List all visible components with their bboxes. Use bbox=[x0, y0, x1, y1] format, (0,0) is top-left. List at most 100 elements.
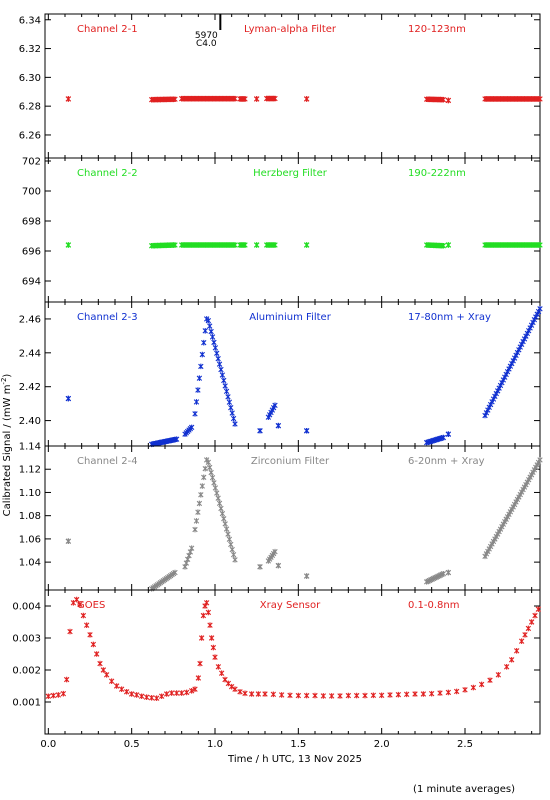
data-point bbox=[253, 96, 260, 102]
data-point bbox=[63, 676, 70, 683]
data-point bbox=[216, 500, 223, 507]
y-tick-label: 2.44 bbox=[19, 348, 41, 359]
data-point bbox=[173, 436, 180, 443]
data-point bbox=[212, 345, 219, 351]
data-point bbox=[83, 622, 90, 628]
data-point bbox=[158, 693, 165, 700]
data-point bbox=[212, 654, 218, 660]
data-point bbox=[275, 422, 282, 429]
data-point bbox=[272, 242, 278, 248]
data-point bbox=[495, 672, 502, 678]
data-point bbox=[199, 351, 205, 358]
data-point bbox=[353, 692, 360, 699]
data-point bbox=[212, 485, 219, 491]
y-tick-label: 0.003 bbox=[12, 634, 41, 645]
y-tick-label: 2.46 bbox=[19, 314, 41, 325]
data-point bbox=[528, 619, 535, 625]
data-point bbox=[535, 606, 542, 612]
data-point bbox=[412, 691, 418, 697]
data-point bbox=[128, 691, 135, 697]
data-point bbox=[428, 690, 435, 697]
data-point bbox=[90, 641, 97, 648]
data-point bbox=[303, 242, 310, 248]
data-point bbox=[138, 693, 145, 700]
data-point bbox=[195, 509, 201, 515]
y-tick-label: 0.001 bbox=[12, 698, 41, 709]
data-point bbox=[172, 569, 178, 576]
data-point bbox=[440, 570, 447, 577]
data-point bbox=[222, 383, 228, 389]
data-point bbox=[205, 317, 212, 324]
data-point bbox=[445, 689, 452, 696]
data-point bbox=[215, 495, 221, 501]
data-point bbox=[453, 688, 460, 695]
data-point bbox=[178, 690, 185, 696]
data-point bbox=[278, 692, 285, 698]
data-point bbox=[395, 691, 402, 698]
data-point bbox=[445, 97, 452, 104]
data-point bbox=[200, 612, 207, 619]
data-point bbox=[195, 387, 201, 393]
y-tick-label: 1.06 bbox=[19, 534, 41, 545]
data-point bbox=[522, 632, 528, 638]
panel-frame bbox=[44, 157, 541, 303]
data-point bbox=[198, 491, 204, 498]
y-tick-label: 0.002 bbox=[12, 666, 41, 677]
data-series bbox=[45, 596, 542, 701]
data-point bbox=[198, 635, 205, 641]
panel-4: 1.04 1.06 1.08 1.10 1.12 1.14 Channel 2-4 Zirco… bbox=[19, 442, 543, 592]
data-point bbox=[172, 242, 178, 248]
data-point bbox=[237, 688, 243, 695]
data-point bbox=[192, 686, 198, 692]
data-point bbox=[255, 691, 262, 697]
data-point bbox=[537, 96, 543, 102]
y-tick-label: 700 bbox=[22, 187, 41, 198]
data-point bbox=[272, 548, 278, 555]
data-point bbox=[172, 96, 178, 103]
data-point bbox=[257, 563, 263, 570]
y-tick-label: 6.26 bbox=[19, 130, 41, 141]
y-axis-label-tail: ) bbox=[2, 374, 13, 378]
data-point bbox=[221, 515, 227, 522]
y-axis-label: Calibrated Signal / (mW m-2) bbox=[0, 374, 13, 517]
band-label: 6-20nm + Xray bbox=[408, 456, 485, 467]
data-point bbox=[513, 648, 520, 654]
data-point bbox=[478, 681, 485, 688]
data-point bbox=[65, 538, 72, 545]
data-point bbox=[214, 350, 220, 357]
data-point bbox=[387, 692, 393, 698]
data-point bbox=[218, 505, 224, 512]
y-tick-label: 1.12 bbox=[19, 465, 41, 476]
data-point bbox=[378, 692, 385, 699]
y-tick-label: 696 bbox=[22, 247, 41, 258]
data-point bbox=[188, 424, 195, 431]
data-point bbox=[65, 395, 72, 402]
panel-frame bbox=[44, 589, 541, 735]
footnote: (1 minute averages) bbox=[413, 784, 515, 795]
data-point bbox=[123, 688, 130, 695]
channel-label: Channel 2-2 bbox=[77, 168, 138, 179]
band-label: 0.1-0.8nm bbox=[408, 600, 460, 611]
data-point bbox=[445, 569, 452, 576]
y-tick-label: 2.42 bbox=[19, 382, 41, 393]
data-point bbox=[216, 361, 223, 367]
data-point bbox=[320, 693, 327, 699]
data-point bbox=[487, 677, 493, 684]
filter-label: Xray Sensor bbox=[260, 600, 321, 611]
data-point bbox=[103, 672, 110, 678]
data-point bbox=[508, 656, 515, 663]
data-point bbox=[537, 242, 543, 248]
data-point bbox=[133, 692, 140, 698]
data-point bbox=[232, 95, 238, 102]
data-point bbox=[209, 334, 216, 340]
data-point bbox=[232, 421, 238, 427]
data-point bbox=[183, 689, 190, 696]
data-point bbox=[221, 377, 227, 384]
data-point bbox=[211, 479, 217, 486]
data-point bbox=[272, 95, 278, 102]
panel-2: 694 696 698 700 702 Channel 2-2 Herzberg Filte… bbox=[22, 157, 543, 303]
y-tick-label: 6.28 bbox=[19, 102, 41, 113]
panel-frame bbox=[44, 445, 541, 591]
data-point bbox=[440, 434, 447, 441]
data-point bbox=[108, 678, 115, 684]
